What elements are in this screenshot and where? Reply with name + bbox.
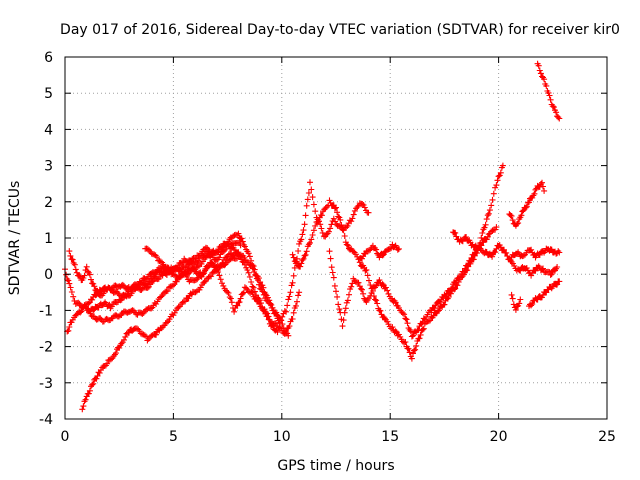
series-trace-k	[506, 245, 563, 263]
series-markers	[79, 253, 242, 413]
y-tick-label: 3	[44, 159, 53, 175]
data-series	[62, 60, 563, 413]
x-tick-label: 20	[490, 429, 508, 445]
series-trace-i	[356, 162, 506, 362]
series-markers	[356, 162, 506, 362]
series-markers	[508, 291, 524, 313]
y-tick-label: 1	[44, 231, 53, 247]
series-markers	[142, 245, 281, 336]
series-trace-d	[83, 239, 244, 325]
series-trace-l	[508, 291, 524, 313]
x-tick-label: 25	[598, 429, 616, 445]
series-trace-n	[506, 179, 548, 229]
series-markers	[506, 179, 548, 229]
series-trace-m	[526, 278, 563, 310]
y-tick-labels: -4 -3 -2 -1 0 1 2 3 4 5 6	[39, 50, 53, 428]
series-markers	[83, 239, 244, 325]
y-tick-label: 2	[44, 195, 53, 211]
series-markers	[526, 278, 563, 310]
y-tick-label: -1	[39, 303, 53, 319]
y-tick-label: 4	[44, 122, 53, 138]
y-tick-label: -2	[39, 340, 53, 356]
series-trace-f	[142, 245, 281, 336]
y-tick-label: -3	[39, 376, 53, 392]
series-trace-c	[66, 248, 292, 339]
axis-ticks	[64, 56, 608, 420]
x-tick-labels: 0 5 10 15 20 25	[61, 429, 616, 445]
x-tick-label: 15	[381, 429, 399, 445]
series-trace-g	[289, 197, 402, 270]
chart-title: Day 017 of 2016, Sidereal Day-to-day VTE…	[60, 22, 620, 38]
series-markers	[534, 60, 563, 122]
series-markers	[289, 197, 402, 270]
y-tick-label: -4	[39, 412, 53, 428]
series-trace-e	[79, 253, 242, 413]
y-axis-label: SDTVAR / TECUs	[7, 181, 23, 296]
x-tick-label: 10	[273, 429, 291, 445]
x-tick-label: 5	[169, 429, 178, 445]
series-trace-o	[534, 60, 563, 122]
x-tick-label: 0	[61, 429, 70, 445]
y-tick-label: 0	[44, 267, 53, 283]
y-tick-label: 6	[44, 50, 53, 66]
series-markers	[66, 248, 292, 339]
series-markers	[506, 245, 563, 263]
grid-lines	[65, 57, 607, 419]
y-tick-label: 5	[44, 86, 53, 102]
series-markers	[326, 224, 500, 340]
series-trace-h	[326, 224, 500, 340]
x-axis-label: GPS time / hours	[277, 458, 394, 474]
